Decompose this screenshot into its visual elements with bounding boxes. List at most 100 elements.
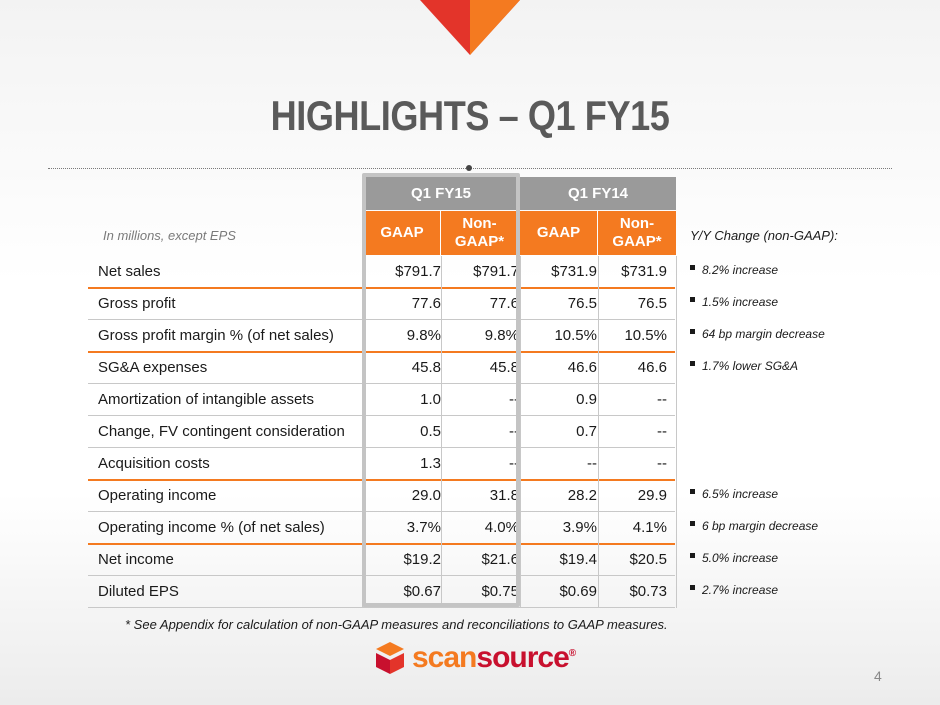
value-cell: 28.2	[567, 487, 597, 504]
row-separator	[88, 351, 675, 353]
yy-change-note: 5.0% increase	[690, 551, 778, 565]
value-cell: --	[509, 423, 519, 440]
value-cell: 4.0%	[484, 519, 519, 536]
value-cell: $791.7	[395, 263, 441, 280]
value-cell: $19.4	[559, 551, 597, 568]
row-label: Gross profit margin % (of net sales)	[98, 327, 334, 344]
value-cell: --	[657, 423, 667, 440]
table-row: Diluted EPS $0.67 $0.75 $0.69 $0.73	[88, 576, 675, 608]
row-separator	[88, 479, 675, 481]
value-cell: 0.9	[576, 391, 597, 408]
column-gridline	[441, 256, 442, 608]
value-cell: 76.5	[637, 295, 667, 312]
yy-change-note: 1.7% lower SG&A	[690, 359, 798, 373]
row-label: Amortization of intangible assets	[98, 391, 314, 408]
bullet-square-icon	[690, 489, 695, 495]
yy-change-text: 5.0% increase	[702, 551, 779, 565]
column-gridline	[676, 256, 677, 608]
row-separator	[88, 319, 675, 320]
row-label: Net sales	[98, 263, 161, 280]
table-row: Acquisition costs 1.3 -- -- --	[88, 448, 675, 480]
value-cell: 0.7	[576, 423, 597, 440]
value-cell: --	[509, 455, 519, 472]
row-label: Diluted EPS	[98, 583, 179, 600]
value-cell: $791.7	[473, 263, 519, 280]
value-cell: $19.2	[403, 551, 441, 568]
column-gridline	[520, 256, 521, 608]
scansource-logo: scansource®	[372, 640, 576, 676]
row-label: Operating income	[98, 487, 217, 504]
value-cell: 77.6	[489, 295, 519, 312]
value-cell: 3.9%	[562, 519, 597, 536]
value-cell: 4.1%	[632, 519, 667, 536]
value-cell: 46.6	[567, 359, 597, 376]
row-separator	[88, 415, 675, 416]
table-row: SG&A expenses 45.8 45.8 46.6 46.6	[88, 352, 675, 384]
row-label: Gross profit	[98, 295, 176, 312]
value-cell: --	[657, 391, 667, 408]
table-row: Net income $19.2 $21.6 $19.4 $20.5	[88, 544, 675, 576]
value-cell: --	[509, 391, 519, 408]
value-cell: $0.67	[403, 583, 441, 600]
table-row: Operating income 29.0 31.8 28.2 29.9	[88, 480, 675, 512]
value-cell: 1.0	[420, 391, 441, 408]
value-cell: 3.7%	[406, 519, 441, 536]
row-separator	[88, 543, 675, 545]
logo-text-source: source	[476, 641, 569, 674]
column-gridline	[598, 256, 599, 608]
row-separator	[88, 447, 675, 448]
value-cell: $731.9	[621, 263, 667, 280]
row-separator	[88, 287, 675, 289]
subheader-nongaap-fy14: Non-GAAP*	[598, 211, 676, 255]
value-cell: $21.6	[481, 551, 519, 568]
value-cell: 9.8%	[484, 327, 519, 344]
value-cell: $20.5	[629, 551, 667, 568]
value-cell: 46.6	[637, 359, 667, 376]
yy-change-text: 64 bp margin decrease	[702, 327, 825, 341]
value-cell: 29.9	[637, 487, 667, 504]
yy-change-note: 1.5% increase	[690, 295, 778, 309]
top-chevron-decoration	[420, 0, 520, 55]
yy-change-note: 6 bp margin decrease	[690, 519, 818, 533]
value-cell: 10.5%	[624, 327, 667, 344]
bullet-square-icon	[690, 521, 695, 527]
value-cell: $0.75	[481, 583, 519, 600]
row-label: Acquisition costs	[98, 455, 210, 472]
yy-change-text: 2.7% increase	[702, 583, 779, 597]
bullet-square-icon	[690, 265, 695, 271]
row-label: Operating income % (of net sales)	[98, 519, 325, 536]
bullet-square-icon	[690, 329, 695, 335]
value-cell: --	[587, 455, 597, 472]
yy-change-text: 1.7% lower SG&A	[702, 359, 799, 373]
value-cell: 76.5	[567, 295, 597, 312]
value-cell: $0.69	[559, 583, 597, 600]
row-label: Net income	[98, 551, 174, 568]
logo-mark-icon	[376, 642, 404, 674]
yy-change-note: 64 bp margin decrease	[690, 327, 825, 341]
logo-registered-mark: ®	[568, 648, 576, 659]
logo-text-scan: scan	[412, 641, 477, 674]
bullet-square-icon	[690, 585, 695, 591]
yy-change-note: 2.7% increase	[690, 583, 778, 597]
row-label: SG&A expenses	[98, 359, 208, 376]
bullet-square-icon	[690, 297, 695, 303]
units-note: In millions, except EPS	[103, 228, 236, 243]
table-row: Change, FV contingent consideration 0.5 --…	[88, 416, 675, 448]
subheader-gaap-fy15: GAAP	[364, 211, 440, 255]
period-header-q1fy14: Q1 FY14	[520, 177, 676, 210]
table-row: Gross profit margin % (of net sales) 9.8%…	[88, 320, 675, 352]
row-separator	[88, 383, 675, 384]
table-row: Net sales $791.7 $791.7 $731.9 $731.9	[88, 256, 675, 288]
yy-change-text: 6 bp margin decrease	[702, 519, 819, 533]
yy-change-note: 6.5% increase	[690, 487, 778, 501]
footnote: * See Appendix for calculation of non-GA…	[125, 617, 668, 632]
yy-change-text: 1.5% increase	[702, 295, 779, 309]
value-cell: $0.73	[629, 583, 667, 600]
yy-change-header: Y/Y Change (non-GAAP):	[690, 228, 838, 243]
value-cell: 9.8%	[406, 327, 441, 344]
table-row: Gross profit 77.6 77.6 76.5 76.5	[88, 288, 675, 320]
value-cell: 10.5%	[554, 327, 597, 344]
row-separator	[88, 575, 675, 576]
table-row: Operating income % (of net sales) 3.7% 4.0…	[88, 512, 675, 544]
subheader-nongaap-fy15: Non-GAAP*	[441, 211, 518, 255]
